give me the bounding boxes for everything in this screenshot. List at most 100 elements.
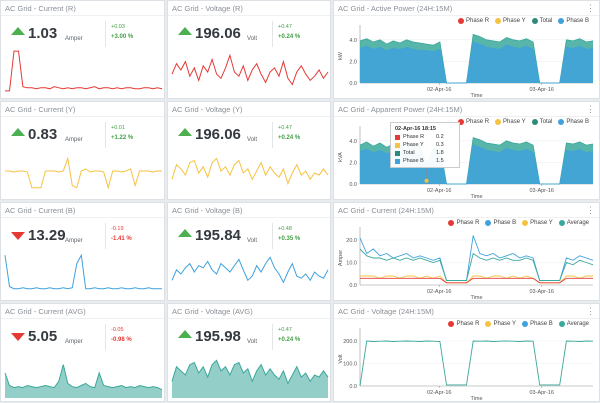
legend-label: Phase R [456, 321, 480, 327]
kpi-separator [105, 324, 106, 350]
kpi-delta: +0.48 [278, 226, 292, 232]
series-line [359, 235, 594, 281]
y-tick-label: 0.0 [349, 283, 357, 289]
legend-dot-icon [531, 119, 538, 125]
title-divider [168, 15, 330, 16]
legend-item[interactable]: Total [531, 18, 553, 24]
legend-label: Phase B [530, 321, 553, 327]
sparkline-line [5, 156, 162, 190]
sparkline-line [171, 359, 329, 385]
title-divider [1, 15, 164, 16]
chart-menu-icon[interactable]: ⋮ [586, 104, 595, 114]
sparkline-area [5, 364, 162, 398]
chart-menu-icon[interactable]: ⋮ [586, 205, 595, 215]
kpi-delta: +0.47 [278, 24, 292, 30]
y-tick-label: 4.0 [349, 38, 357, 44]
series-line [359, 248, 594, 281]
kpi-separator [272, 223, 273, 249]
trend-down-icon [11, 333, 25, 341]
kpi-title: AC Grid - Current (AVG) [5, 307, 86, 316]
title-divider [334, 116, 599, 117]
kpi-card[interactable]: AC Grid - Current (R) 1.03 Amper +0.03 +3.00… [0, 0, 165, 99]
legend-item[interactable]: Phase Y [495, 18, 526, 24]
trend-up-icon [178, 128, 192, 136]
kpi-card[interactable]: AC Grid - Voltage (Y) 196.06 Volt +0.47 +0.2… [167, 101, 331, 200]
chart-menu-icon[interactable]: ⋮ [586, 306, 595, 316]
chart-legend: Phase R Phase Y Total Phase B [458, 18, 589, 24]
kpi-percent: +3.00 % [111, 34, 134, 40]
legend-label: Total [539, 18, 553, 24]
sparkline-area [172, 360, 328, 398]
legend-label: Phase R [466, 18, 490, 24]
legend-label: Phase B [566, 18, 589, 24]
trend-up-icon [178, 330, 192, 338]
trend-up-icon [11, 27, 25, 35]
kpi-sparkline [4, 253, 162, 290]
kpi-percent: +0.24 % [278, 337, 301, 343]
title-divider [334, 217, 599, 218]
legend-item[interactable]: Phase B [558, 18, 589, 24]
chart-card[interactable]: AC Grid - Current (24H:15M) ⋮ Phase R Phase… [333, 202, 600, 301]
kpi-value: 1.03 [28, 25, 58, 42]
kpi-card[interactable]: AC Grid - Voltage (R) 196.06 Volt +0.47 +0.2… [167, 0, 331, 99]
kpi-percent: +1.22 % [111, 135, 134, 141]
legend-item[interactable]: Phase Y [522, 220, 553, 226]
legend-dot-icon [558, 119, 565, 125]
legend-label: Phase B [493, 220, 517, 226]
chart-menu-icon[interactable]: ⋮ [586, 3, 595, 13]
legend-label: Average [566, 220, 589, 226]
legend-label: Phase R [456, 220, 480, 226]
tooltip-row: Phase B 1.5 [395, 157, 455, 165]
kpi-title: AC Grid - Current (Y) [5, 105, 76, 114]
kpi-unit: Volt [247, 137, 258, 143]
title-divider [1, 116, 164, 117]
tooltip-series-value: 1.5 [436, 158, 444, 164]
legend-label: Phase R [466, 119, 490, 125]
series-line [360, 277, 593, 284]
legend-dot-icon [495, 119, 502, 125]
kpi-delta: +0.03 [111, 24, 125, 30]
legend-item[interactable]: Phase B [558, 119, 589, 125]
title-divider [1, 318, 164, 319]
legend-item[interactable]: Phase R [448, 321, 479, 327]
legend-item[interactable]: Phase R [458, 119, 489, 125]
legend-label: Phase Y [503, 119, 526, 125]
legend-item[interactable]: Phase B [485, 220, 516, 226]
kpi-separator [272, 21, 273, 47]
x-tick-label: 02-Apr-16 [427, 390, 451, 396]
chart-plot: 0.0 10.0 20.0 02-Apr-16 03-Apr-16 Time Amper [338, 227, 594, 300]
kpi-card[interactable]: AC Grid - Current (Y) 0.83 Amper +0.01 +1.22… [0, 101, 165, 200]
tooltip-series-name: Total [403, 150, 415, 156]
legend-dot-icon [448, 220, 455, 226]
legend-item[interactable]: Phase Y [495, 119, 526, 125]
legend-item[interactable]: Phase R [458, 18, 489, 24]
legend-item[interactable]: Phase R [448, 220, 479, 226]
kpi-value: 0.83 [28, 126, 58, 143]
kpi-card[interactable]: AC Grid - Current (B) 13.29 Amper -0.19 -1.4… [0, 202, 165, 301]
kpi-delta: -0.05 [111, 327, 124, 333]
tooltip-series-name: Phase B [403, 158, 424, 164]
kpi-value: 195.84 [195, 227, 241, 244]
y-axis-title: Volt [338, 354, 344, 364]
kpi-value: 13.29 [28, 227, 66, 244]
tooltip-row: Phase Y 0.3 [395, 141, 455, 149]
chart-card[interactable]: AC Grid - Active Power (24H:15M) ⋮ Phase R… [333, 0, 600, 99]
kpi-unit: Amper [65, 137, 83, 143]
kpi-card[interactable]: AC Grid - Current (AVG) 5.05 Amper -0.05 -0.… [0, 303, 165, 402]
kpi-title: AC Grid - Current (B) [5, 206, 76, 215]
chart-card[interactable]: AC Grid - Apparent Power (24H:15M) ⋮ Phase… [333, 101, 600, 200]
legend-item[interactable]: Phase B [522, 321, 553, 327]
kpi-card[interactable]: AC Grid - Voltage (AVG) 195.98 Volt +0.47 +0… [167, 303, 331, 402]
chart-card[interactable]: AC Grid - Voltage (24H:15M) ⋮ Phase R Phase… [333, 303, 600, 402]
kpi-value: 5.05 [28, 328, 58, 345]
legend-item[interactable]: Phase Y [485, 321, 516, 327]
legend-item[interactable]: Total [531, 119, 552, 125]
legend-item[interactable]: Average [558, 220, 589, 226]
x-axis-title: Time [470, 194, 482, 200]
series-line [359, 340, 594, 387]
kpi-card[interactable]: AC Grid - Voltage (B) 195.84 Volt +0.48 +0.3… [167, 202, 331, 301]
legend-item[interactable]: Average [558, 321, 589, 327]
chart-tooltip: 02-Apr-16 18:15 Phase R 0.2 Phase Y 0.3 Total… [390, 122, 460, 168]
chart-plot: 0.0 100.0 200.0 02-Apr-16 03-Apr-16 Time Volt [338, 328, 594, 401]
kpi-separator [105, 223, 106, 249]
